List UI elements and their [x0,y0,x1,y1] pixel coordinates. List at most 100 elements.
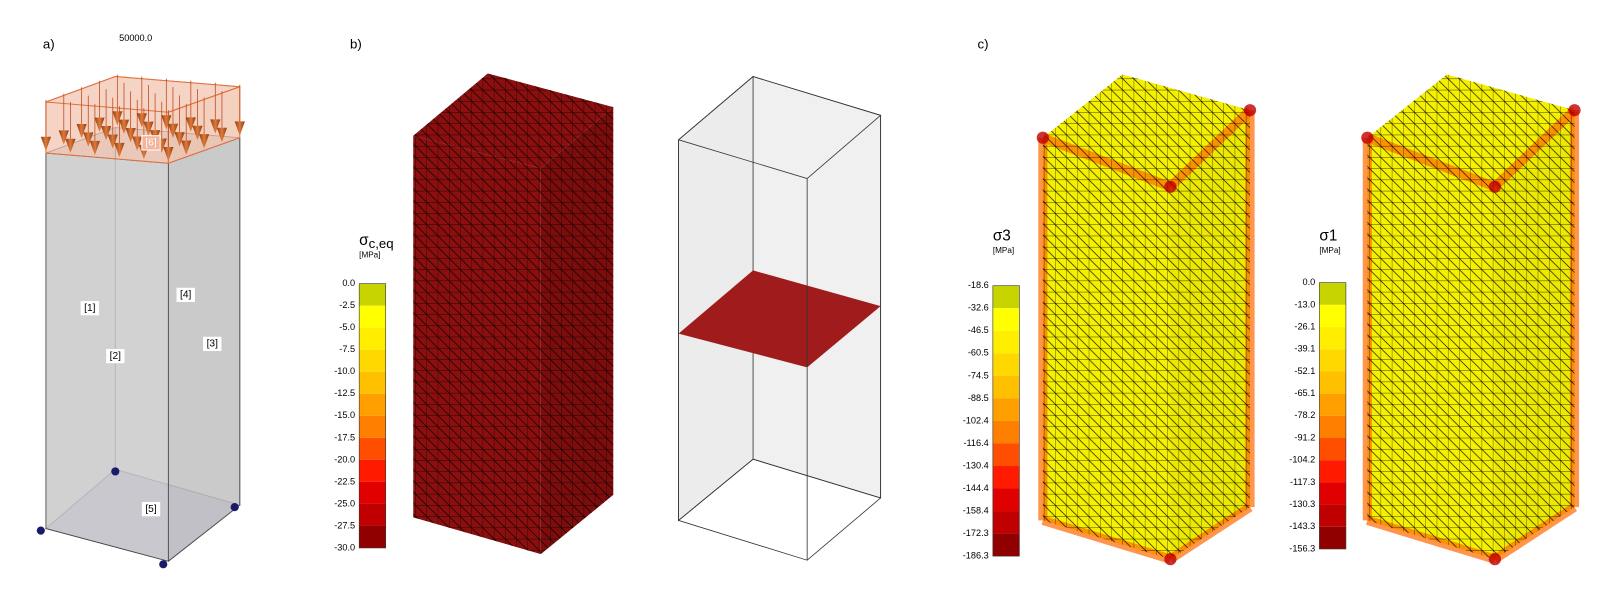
panel-label: b) [350,36,362,51]
legend-tick-label: -13.0 [1294,299,1315,309]
load-cone [185,117,196,132]
legend-band [992,285,1020,309]
legend-tick-label: -46.5 [968,325,989,335]
load-cone [89,140,100,156]
load-cone [125,128,136,143]
legend-tick-label: -27.5 [334,520,355,530]
load-cone [118,119,130,134]
legend-unit: [MPa] [1319,246,1340,255]
mesh-b [413,73,614,555]
hot-spot [1568,104,1581,117]
legend-tick-label: -5.0 [339,322,355,332]
legend-band [1319,438,1346,461]
legend-band [1319,304,1346,328]
legend-band [359,437,386,460]
legend-tick-label: -2.5 [339,300,355,310]
load-cone [101,126,112,141]
legend-tick-label: -158.4 [963,505,989,515]
mesh [1170,110,1250,560]
legend-symbol: σ1 [1319,228,1337,245]
member-tag [80,301,99,316]
legend-band [992,398,1020,421]
legend-band [359,503,386,526]
load-cone [136,113,147,128]
legend-tick-label: -117.3 [1290,477,1315,487]
load-cone [210,119,221,134]
legend-band [1319,371,1346,394]
legend-band [359,305,386,328]
load-cone [58,130,69,145]
member-tag [106,348,125,364]
member-tag [141,502,161,517]
legend-tick-label: -186.3 [963,551,989,561]
legend-tick-label: -17.5 [334,432,355,442]
legend-tick-label: -91.2 [1294,432,1315,442]
legend-tick-label: -32.6 [968,303,989,313]
legend: σc,eq[MPa] 0.0 -2.5 -5.0 -7.5 -10.0 -12.5 -15.0… [334,232,393,553]
legend-tick-label: -143.3 [1289,521,1315,531]
model-a [36,74,245,569]
legend-subscript: c,eq [369,235,394,250]
load-cone [163,146,174,162]
legend-band [992,353,1020,376]
member-label: [1] [84,303,95,314]
load-cone [40,136,52,152]
legend-band [1319,526,1346,549]
mesh [1042,137,1171,560]
mesh [1494,110,1575,560]
legend-symbol: σ [359,232,369,249]
legend-unit: [MPa] [993,246,1014,255]
mesh-c [1036,74,1581,566]
legend-title: σ3 [993,228,1011,245]
legend: σ3[MPa] -18.6 -32.6 -46.5 -60.5 -74.5 -88.5 -10… [963,228,1020,561]
legend-tick-label: -12.5 [334,388,355,398]
legend: σ1[MPa] 0.0 -13.0 -26.1 -39.1 -52.1 -65.1 -78.2… [1289,228,1347,553]
legend-tick-label: -25.0 [334,498,355,508]
wireframe-b [677,75,882,561]
legend-tick-label: -74.5 [968,370,989,380]
legend-band [1319,327,1346,350]
legend-symbol: σ3 [993,228,1011,245]
legend-title: σ1 [1319,228,1337,245]
legend-unit: [MPa] [359,250,380,259]
hot-spot [1164,180,1177,193]
legend-band [359,481,386,504]
legend-title: σc,eq [359,232,393,251]
hot-spot [1036,131,1049,144]
legend-band [359,283,386,306]
legend-tick-label: -144.4 [963,483,989,493]
legend-tick-label: -60.5 [968,348,989,358]
load-cone [76,123,87,139]
legend-tick-label: -104.2 [1289,455,1315,465]
legend-tick-label: -22.5 [334,476,355,486]
load-cone [192,125,203,141]
load-cone [161,115,172,130]
legend-tick-label: -18.6 [968,280,989,290]
legend-tick-label: -26.1 [1294,321,1315,331]
legend-band [359,459,386,482]
legend-tick-label: -130.4 [963,460,989,470]
legend-band [992,330,1020,354]
member-tag [176,287,195,303]
legend-band [992,511,1020,534]
load-cone [107,134,118,149]
legend-band [359,393,386,416]
load-cone [65,138,76,154]
load-cone [112,111,123,126]
legend-band [1319,349,1346,372]
legend-tick-label: -7.5 [339,344,355,354]
legend-band [359,525,386,548]
legend-band [1319,504,1346,527]
legend-tick-label: -39.1 [1294,344,1315,354]
load-cone [94,117,105,132]
load-cone [174,132,185,147]
legend-band [359,415,386,438]
legend-tick-label: -172.3 [963,528,989,538]
panel-label: a) [43,36,55,51]
member-label: [5] [145,504,156,515]
legend-tick-label: -130.3 [1289,499,1315,509]
legend-band [1319,393,1346,416]
legend-band [992,420,1020,444]
